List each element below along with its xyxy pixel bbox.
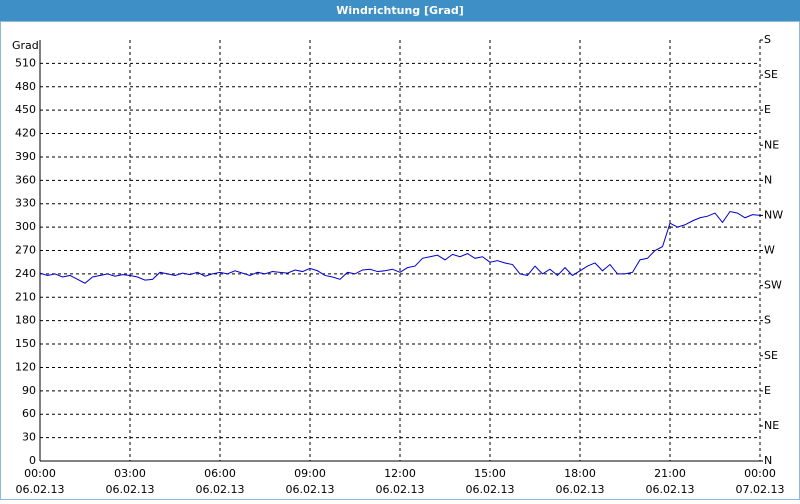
x-tick-date: 06.02.13: [376, 483, 425, 496]
x-tick-date: 06.02.13: [196, 483, 245, 496]
y-tick-label: 240: [15, 267, 36, 280]
y2-tick-label: N: [764, 454, 772, 467]
y-tick-label: 450: [15, 103, 36, 116]
x-tick-date: 07.02.13: [736, 483, 785, 496]
x-tick-date: 06.02.13: [16, 483, 65, 496]
x-tick-label: 00:00: [744, 467, 776, 480]
y2-tick-label: SE: [764, 68, 778, 81]
y2-tick-label: SW: [764, 279, 782, 292]
y2-tick-label: E: [764, 384, 771, 397]
y-tick-label: 360: [15, 173, 36, 186]
x-tick-date: 06.02.13: [646, 483, 695, 496]
y-axis-label: Grad: [12, 39, 39, 52]
x-tick-date: 06.02.13: [286, 483, 335, 496]
x-tick-label: 03:00: [114, 467, 146, 480]
x-tick-label: 00:00: [24, 467, 56, 480]
y-tick-label: 480: [15, 80, 36, 93]
x-tick-label: 21:00: [654, 467, 686, 480]
x-tick-label: 15:00: [474, 467, 506, 480]
x-tick-date: 06.02.13: [106, 483, 155, 496]
y-tick-label: 0: [29, 454, 36, 467]
y2-tick-label: NE: [764, 419, 779, 432]
x-tick-label: 18:00: [564, 467, 596, 480]
x-tick-date: 06.02.13: [466, 483, 515, 496]
title-bar: [0, 0, 800, 21]
y-tick-label: 420: [15, 127, 36, 140]
y-tick-label: 270: [15, 244, 36, 257]
y2-tick-label: W: [764, 244, 775, 257]
y-tick-label: 210: [15, 290, 36, 303]
window-title: Windrichtung [Grad]: [336, 4, 464, 17]
x-tick-label: 09:00: [294, 467, 326, 480]
window-border: [0, 21, 800, 500]
y2-tick-label: S: [764, 33, 771, 46]
y2-tick-label: NE: [764, 138, 779, 151]
y-tick-label: 300: [15, 220, 36, 233]
x-tick-label: 12:00: [384, 467, 416, 480]
y-tick-label: 30: [22, 431, 36, 444]
y2-tick-label: SE: [764, 349, 778, 362]
y2-tick-label: S: [764, 314, 771, 327]
data-line: [39, 210, 761, 284]
x-tick-date: 06.02.13: [556, 483, 605, 496]
y-tick-label: 510: [15, 56, 36, 69]
y-tick-label: 390: [15, 150, 36, 163]
y2-tick-label: N: [764, 173, 772, 186]
y2-tick-label: E: [764, 103, 771, 116]
y-tick-label: 180: [15, 314, 36, 327]
y-tick-label: 330: [15, 197, 36, 210]
y2-tick-label: NW: [764, 208, 783, 221]
y-tick-label: 60: [22, 407, 36, 420]
y-tick-label: 90: [22, 384, 36, 397]
y-tick-label: 120: [15, 360, 36, 373]
x-tick-label: 06:00: [204, 467, 236, 480]
y-tick-label: 150: [15, 337, 36, 350]
